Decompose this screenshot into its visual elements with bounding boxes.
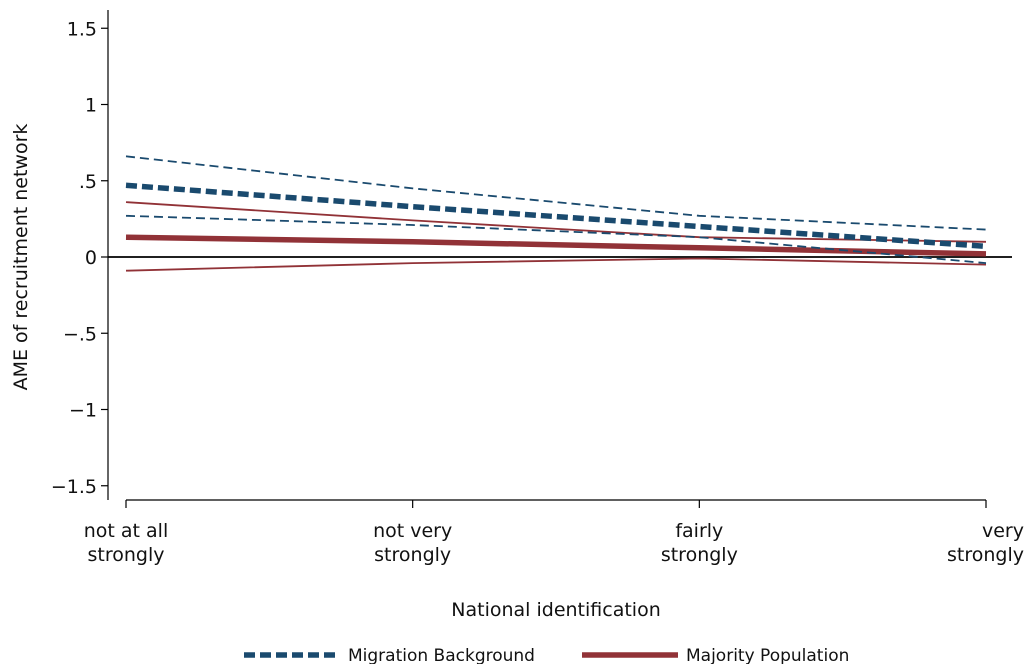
y-axis-title: AME of recruitment network [10, 124, 32, 391]
series-line-majority-ci-upper [125, 201, 987, 243]
legend-label-majority: Majority Population [686, 646, 849, 664]
series-line-migration-ci-upper [125, 155, 987, 231]
legend: Migration Background Majority Population [244, 646, 849, 664]
y-tick-label: .5 [79, 171, 97, 193]
y-tick-label: −.5 [63, 323, 97, 345]
x-tick-label: strongly [661, 544, 738, 566]
x-tick-label: strongly [374, 544, 451, 566]
x-tick-label: not at all [84, 520, 169, 542]
y-tick-label: 0 [85, 247, 97, 269]
series-line-majority-ci-lower [125, 257, 987, 272]
x-tick-label: very [982, 520, 1024, 542]
series-line-migration-ci-lower [125, 214, 987, 264]
legend-label-migration: Migration Background [348, 646, 535, 664]
x-tick-label: fairly [675, 520, 723, 542]
y-tick-label: 1.5 [67, 18, 97, 40]
y-tick-label: −1 [69, 400, 97, 422]
x-tick-label: strongly [88, 544, 165, 566]
plot-area [108, 155, 1012, 272]
y-tick-label: 1 [85, 95, 97, 117]
x-tick-label: strongly [947, 544, 1024, 566]
x-tick-label: not very [373, 520, 452, 542]
y-tick-label: −1.5 [51, 476, 97, 498]
x-axis-title: National identification [451, 599, 660, 621]
